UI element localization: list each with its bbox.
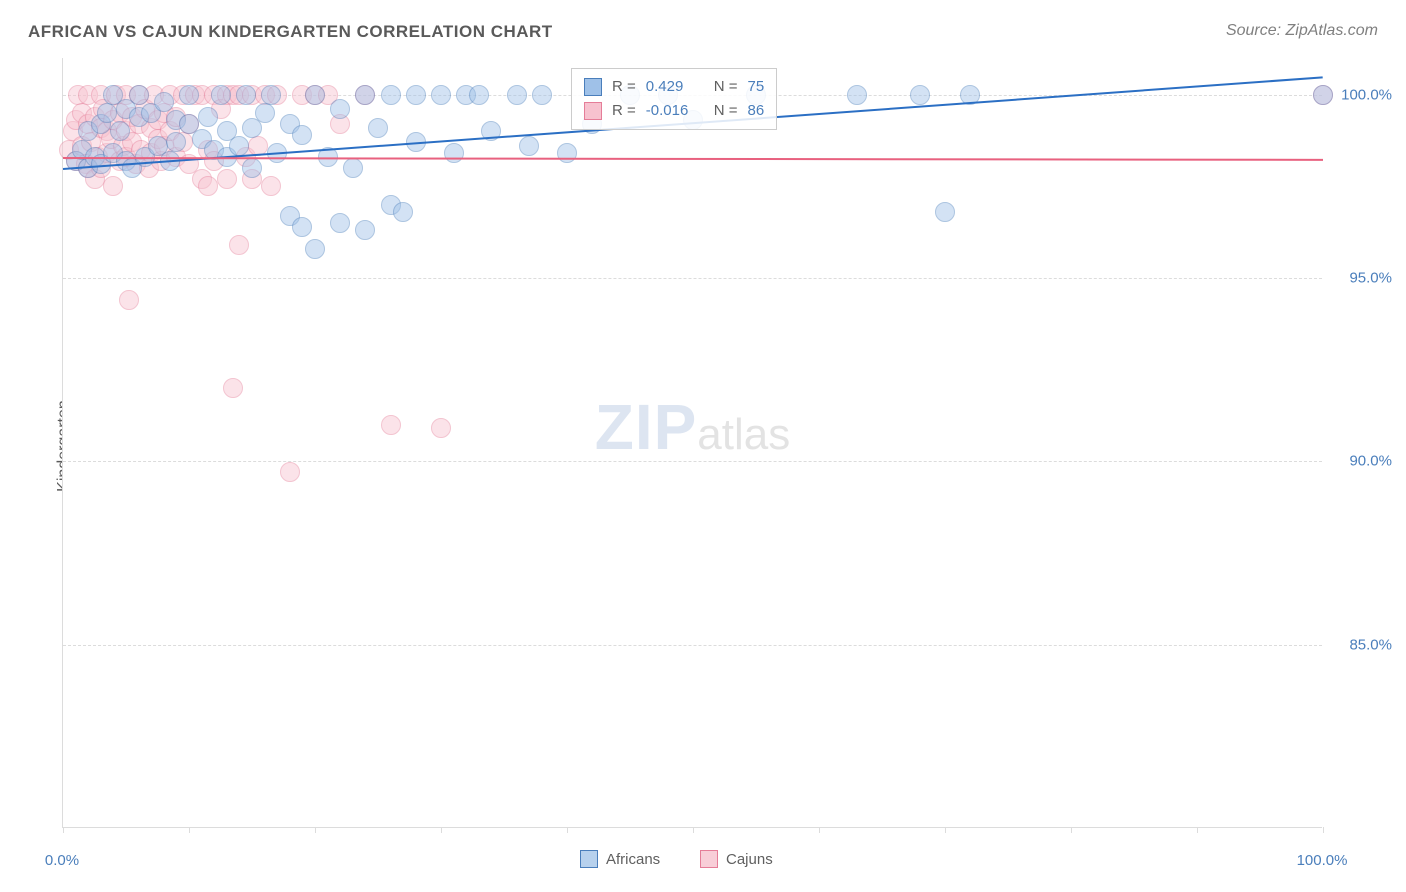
y-tick-label: 85.0% [1332,636,1392,653]
correlation-info-box: R = 0.429 N = 75 R = -0.016 N = 86 [571,68,777,130]
scatter-point [261,85,281,105]
scatter-point [431,418,451,438]
source-citation: Source: ZipAtlas.com [1226,22,1378,40]
x-tick [693,827,694,833]
scatter-point [368,118,388,138]
scatter-point [179,85,199,105]
scatter-point [431,85,451,105]
r-value: -0.016 [646,99,704,123]
x-tick [441,827,442,833]
scatter-point [198,107,218,127]
scatter-plot-area: ZIPatlas 85.0%90.0%95.0%100.0%R =0.429N … [62,58,1322,828]
scatter-point [305,239,325,259]
n-label: N = [714,75,738,99]
scatter-point [110,121,130,141]
scatter-point [236,85,256,105]
legend-swatch [580,850,598,868]
chart-title: AFRICAN VS CAJUN KINDERGARTEN CORRELATIO… [28,22,553,42]
scatter-point [393,202,413,222]
x-tick-label: 100.0% [1297,852,1348,869]
scatter-point [507,85,527,105]
scatter-point [381,85,401,105]
scatter-point [166,132,186,152]
x-tick [189,827,190,833]
scatter-point [935,202,955,222]
n-value: 75 [748,75,765,99]
x-tick [1197,827,1198,833]
scatter-point [381,415,401,435]
series-swatch [584,102,602,120]
watermark-atlas: atlas [697,410,790,459]
scatter-point [103,176,123,196]
legend-item: Africans [580,850,660,868]
scatter-point [97,103,117,123]
scatter-point [406,85,426,105]
x-tick [63,827,64,833]
scatter-point [229,136,249,156]
scatter-point [292,217,312,237]
scatter-point [198,176,218,196]
n-label: N = [714,99,738,123]
legend-label: Africans [606,851,660,868]
scatter-point [330,213,350,233]
scatter-point [847,85,867,105]
r-label: R = [612,75,636,99]
scatter-point [355,220,375,240]
info-row: R = 0.429 N = 75 [584,75,764,99]
scatter-point [910,85,930,105]
watermark: ZIPatlas [595,390,791,464]
x-tick [567,827,568,833]
scatter-point [229,235,249,255]
scatter-point [154,92,174,112]
scatter-point [280,462,300,482]
legend-item: Cajuns [700,850,773,868]
y-tick-label: 95.0% [1332,270,1392,287]
y-tick-label: 100.0% [1332,86,1392,103]
watermark-zip: ZIP [595,391,698,463]
r-label: R = [612,99,636,123]
n-value: 86 [748,99,765,123]
scatter-point [532,85,552,105]
scatter-point [242,158,262,178]
scatter-point [292,125,312,145]
scatter-point [119,290,139,310]
legend-swatch [700,850,718,868]
scatter-point [1313,85,1333,105]
scatter-point [519,136,539,156]
scatter-point [217,169,237,189]
scatter-point [261,176,281,196]
scatter-point [129,85,149,105]
info-row: R = -0.016 N = 86 [584,99,764,123]
x-tick [1323,827,1324,833]
x-tick-label: 0.0% [45,852,79,869]
scatter-point [343,158,363,178]
gridline-h [63,461,1322,462]
gridline-h [63,645,1322,646]
legend-label: Cajuns [726,851,773,868]
scatter-point [557,143,577,163]
scatter-point [330,99,350,119]
scatter-point [469,85,489,105]
x-tick [1071,827,1072,833]
series-swatch [584,78,602,96]
scatter-point [444,143,464,163]
x-tick [945,827,946,833]
scatter-point [255,103,275,123]
scatter-point [355,85,375,105]
scatter-point [211,85,231,105]
scatter-point [305,85,325,105]
y-tick-label: 90.0% [1332,453,1392,470]
x-tick [819,827,820,833]
r-value: 0.429 [646,75,704,99]
gridline-h [63,278,1322,279]
x-tick [315,827,316,833]
scatter-point [223,378,243,398]
